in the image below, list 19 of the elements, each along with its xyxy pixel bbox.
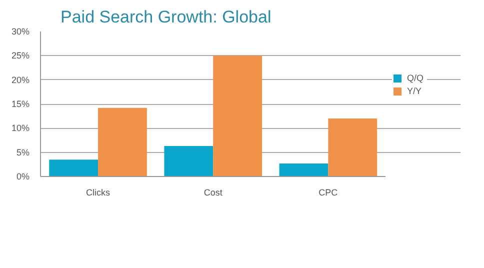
bar: [98, 108, 147, 176]
y-tick-label: 30%: [11, 26, 30, 36]
y-tick-label: 15%: [11, 99, 30, 109]
y-tick-label: 20%: [11, 74, 30, 85]
chart-title: Paid Search Growth: Global: [60, 8, 272, 26]
x-tick-label: CPC: [318, 188, 338, 198]
bar: [213, 56, 262, 176]
legend-label: Y/Y: [407, 86, 423, 96]
bar: [49, 160, 98, 176]
bar: [328, 118, 378, 176]
y-tick-label: 25%: [11, 50, 30, 61]
y-tick-label: 5%: [16, 147, 30, 158]
legend-label: Q/Q: [407, 73, 425, 83]
bar: [279, 163, 328, 176]
x-tick-label: Clicks: [86, 188, 111, 198]
y-tick-label: 0%: [16, 172, 30, 182]
x-tick-label: Cost: [204, 188, 223, 198]
y-tick-label: 10%: [11, 123, 30, 134]
bar: [164, 146, 214, 176]
